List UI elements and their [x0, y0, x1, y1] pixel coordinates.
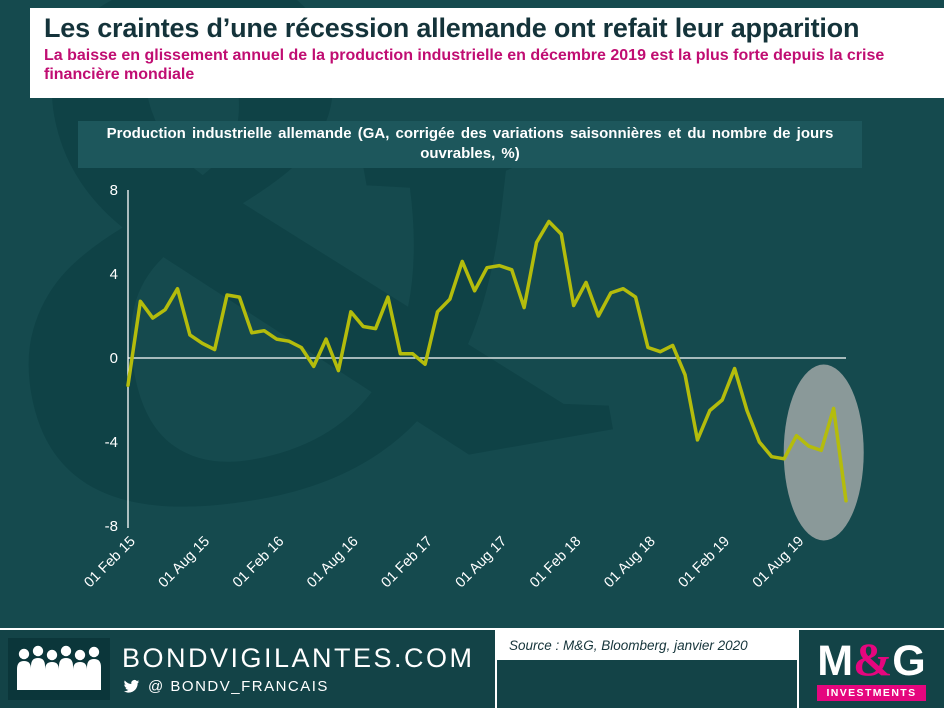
x-tick-label: 01 Aug 19 — [750, 534, 808, 592]
footer-brand: BONDVIGILANTES.COM @ BONDV_FRANCAIS — [0, 630, 495, 708]
twitter-row: @ BONDV_FRANCAIS — [122, 678, 475, 695]
investments-badge: INVESTMENTS — [817, 685, 926, 701]
twitter-handle: @ BONDV_FRANCAIS — [148, 678, 329, 695]
y-tick-label: 0 — [110, 350, 118, 367]
footer-source-panel: Source : M&G, Bloomberg, janvier 2020 — [495, 630, 799, 708]
x-tick-label: 01 Feb 18 — [527, 534, 584, 591]
mg-logo: M&G — [817, 637, 925, 684]
x-tick-label: 01 Aug 18 — [601, 534, 659, 592]
crowd-icon — [8, 638, 110, 700]
y-tick-label: -4 — [105, 434, 118, 451]
brand-text: BONDVIGILANTES.COM @ BONDV_FRANCAIS — [122, 643, 475, 695]
y-tick-label: 4 — [110, 266, 118, 283]
twitter-icon — [123, 680, 140, 693]
x-tick-label: 01 Feb 16 — [230, 534, 287, 591]
logo-ampersand: & — [853, 634, 893, 686]
highlight-ellipse — [783, 364, 864, 541]
footer-logo-panel: M&G INVESTMENTS — [799, 630, 944, 708]
page-subtitle: La baisse en glissement annuel de la pro… — [44, 47, 885, 83]
x-tick-label: 01 Aug 17 — [453, 534, 511, 592]
x-tick-label: 01 Feb 15 — [81, 534, 138, 591]
chart-title-text: Production industrielle allemande (GA, c… — [106, 125, 834, 163]
source-text: Source : M&G, Bloomberg, janvier 2020 — [509, 637, 748, 653]
x-tick-label: 01 Feb 19 — [676, 534, 733, 591]
x-tick-label: 01 Aug 16 — [304, 534, 362, 592]
logo-m: M — [817, 637, 854, 685]
x-tick-label: 01 Aug 15 — [156, 534, 214, 592]
data-line — [126, 219, 848, 503]
site-name: BONDVIGILANTES.COM — [122, 643, 475, 673]
source-box: Source : M&G, Bloomberg, janvier 2020 — [497, 630, 797, 660]
x-tick-label: 01 Feb 17 — [378, 534, 435, 591]
header-banner: Les craintes d’une récession allemande o… — [30, 8, 944, 98]
footer: BONDVIGILANTES.COM @ BONDV_FRANCAIS Sour… — [0, 628, 944, 708]
page-title: Les craintes d’une récession allemande o… — [44, 13, 860, 43]
y-tick-label: 8 — [110, 182, 118, 199]
logo-g: G — [892, 637, 926, 685]
chart-svg: 8 4 0 -4 -801 Feb 15 01 Aug 15 01 Feb 16 01 Aug… — [81, 182, 864, 592]
y-tick-label: -8 — [105, 518, 118, 535]
chart-title-box: Production industrielle allemande (GA, c… — [78, 121, 862, 168]
